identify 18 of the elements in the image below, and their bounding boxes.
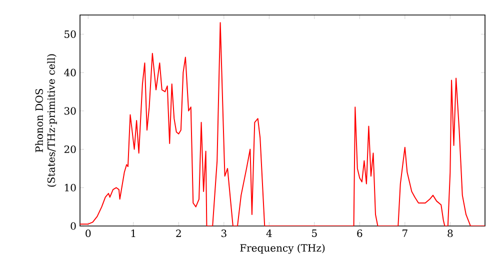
- line-series: [80, 22, 486, 226]
- x-tick-label: 7: [402, 230, 408, 237]
- x-tick-label: 1: [131, 230, 136, 237]
- x-tick-label: 0: [86, 230, 91, 238]
- x-tick-label: 8: [448, 230, 453, 238]
- x-tick-label: 2: [176, 230, 181, 237]
- x-tick-label: 5: [312, 230, 317, 237]
- y-axis-title: Phonon DOS (States/THz·primitive cell): [35, 54, 57, 187]
- y-tick-label: 40: [64, 68, 76, 76]
- y-tick-label: 30: [64, 107, 76, 115]
- x-tick-label: 4: [266, 230, 272, 237]
- x-tick-label: 3: [221, 230, 226, 238]
- y-tick-label: 50: [64, 30, 76, 38]
- x-axis-title: Frequency (THz): [240, 244, 325, 254]
- y-tick-label: 10: [64, 184, 76, 192]
- y-tick-label: 20: [64, 145, 76, 154]
- y-tick-label: 0: [70, 222, 76, 230]
- x-tick-label: 6: [357, 230, 362, 238]
